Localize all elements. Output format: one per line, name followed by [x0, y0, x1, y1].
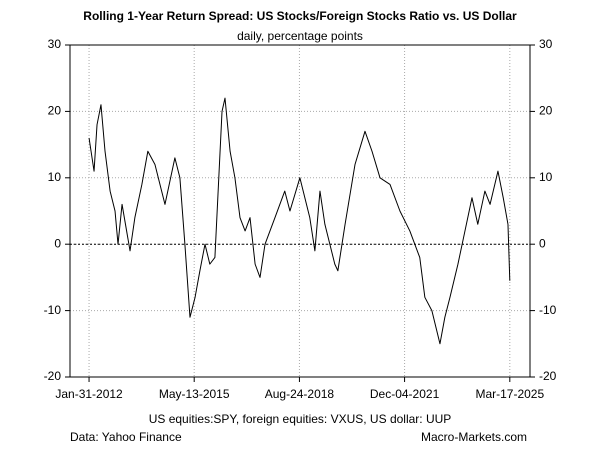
y-tick-label: -20 — [44, 369, 62, 383]
y2-tick-label: 10 — [539, 170, 553, 184]
credit: Macro-Markets.com — [421, 430, 527, 444]
y2-tick-label: 30 — [539, 37, 553, 51]
x-tick-label: Mar-17-2025 — [475, 387, 544, 401]
x-tick-label: Aug-24-2018 — [265, 387, 335, 401]
source: Data: Yahoo Finance — [70, 430, 182, 444]
y2-tick-label: 20 — [539, 104, 553, 118]
y2-tick-label: -20 — [539, 369, 557, 383]
plot-frame — [69, 44, 531, 378]
y2-tick-label: -10 — [539, 303, 557, 317]
x-tick-label: Dec-04-2021 — [370, 387, 440, 401]
x-axis-label: US equities:SPY, foreign equities: VXUS,… — [149, 412, 452, 426]
y-tick-label: 10 — [48, 170, 62, 184]
y-tick-label: 0 — [54, 236, 61, 250]
chart-title: Rolling 1-Year Return Spread: US Stocks/… — [83, 9, 517, 23]
y2-tick-label: 0 — [539, 236, 546, 250]
chart-subtitle: daily, percentage points — [237, 29, 363, 43]
x-tick-label: Jan-31-2012 — [55, 387, 123, 401]
y-tick-label: 20 — [48, 104, 62, 118]
y-tick-label: -10 — [44, 303, 62, 317]
x-tick-label: May-13-2015 — [159, 387, 230, 401]
y-tick-label: 30 — [48, 37, 62, 51]
data-line — [88, 97, 511, 345]
